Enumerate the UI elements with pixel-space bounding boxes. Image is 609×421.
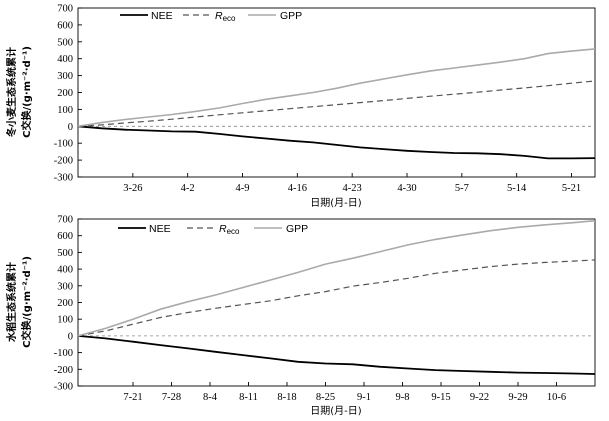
wheat-y-tick-label: 100 <box>57 105 73 116</box>
wheat-y-tick-label: -300 <box>54 173 73 184</box>
rice-x-axis: 7-21 7-28 8-4 8-11 8-18 8-25 9-1 9-8 9-15 9-22 9-2… <box>123 382 566 403</box>
rice-legend-nee-label: NEE <box>149 223 171 235</box>
rice-x-tick-label: 9-29 <box>508 392 527 403</box>
rice-y-tick-label: 600 <box>57 231 73 242</box>
rice-x-tick-label: 8-25 <box>316 392 335 403</box>
rice-x-tick-label: 8-4 <box>203 392 218 403</box>
rice-legend-reco-label: Reco <box>219 223 240 236</box>
wheat-nee-line <box>77 125 596 160</box>
rice-y-tick-label: -200 <box>54 365 73 376</box>
rice-x-tick-label: 9-8 <box>396 392 410 403</box>
wheat-gpp-line <box>77 48 596 128</box>
wheat-x-tick-label: 5-7 <box>455 183 469 194</box>
wheat-legend-gpp-label: GPP <box>280 10 302 22</box>
rice-y-tick-label: 500 <box>57 248 73 259</box>
wheat-x-tick-label: 5-21 <box>562 183 581 194</box>
rice-x-tick-label: 9-1 <box>357 392 371 403</box>
rice-y-tick-label: 700 <box>57 215 73 226</box>
rice-y-tick-label: -300 <box>54 382 73 393</box>
wheat-legend-nee-label: NEE <box>151 10 173 22</box>
wheat-x-tick-label: 4-23 <box>343 183 362 194</box>
rice-y-axis-title-line1: 水稻生态系统累计 <box>5 262 18 343</box>
rice-y-tick-label: 0 <box>68 331 73 342</box>
wheat-panel: -300 -200 -100 0 100 200 300 400 500 600 700 3-26 4… <box>5 4 596 209</box>
rice-nee-line <box>77 335 596 375</box>
rice-x-axis-title: 日期(月-日) <box>310 405 362 417</box>
wheat-reco-line <box>77 80 596 127</box>
wheat-x-tick-label: 5-14 <box>507 183 527 194</box>
rice-x-tick-label: 9-15 <box>431 392 450 403</box>
wheat-y-tick-label: 600 <box>57 20 73 31</box>
rice-y-tick-label: 300 <box>57 281 73 292</box>
wheat-y-tick-label: 500 <box>57 37 73 48</box>
wheat-y-axis: -300 -200 -100 0 100 200 300 400 500 600 700 <box>54 4 82 184</box>
wheat-y-axis-title-line2: C交换/(g·m⁻²·d⁻¹) <box>20 46 33 138</box>
wheat-y-tick-label: 400 <box>57 54 73 65</box>
wheat-y-tick-label: -100 <box>54 139 73 150</box>
rice-y-tick-label: -100 <box>54 348 73 359</box>
rice-legend: NEE Reco GPP <box>118 223 308 236</box>
rice-reco-line <box>77 259 596 337</box>
wheat-plot-frame <box>77 7 596 178</box>
rice-x-tick-label: 8-11 <box>239 392 258 403</box>
wheat-x-tick-label: 4-2 <box>181 183 195 194</box>
rice-x-tick-label: 7-21 <box>123 392 142 403</box>
rice-y-tick-label: 400 <box>57 265 73 276</box>
wheat-y-tick-label: -200 <box>54 156 73 167</box>
rice-y-axis-title-line2: C交换/(g·m⁻²·d⁻¹) <box>20 256 33 348</box>
wheat-x-tick-label: 4-9 <box>236 183 250 194</box>
wheat-y-axis-title-line1: 冬小麦生态系统累计 <box>5 47 18 137</box>
rice-y-tick-label: 100 <box>57 315 73 326</box>
wheat-legend: NEE Reco GPP <box>120 10 302 23</box>
wheat-y-tick-label: 200 <box>57 88 73 99</box>
wheat-y-tick-label: 700 <box>57 4 73 15</box>
rice-legend-gpp-label: GPP <box>286 223 308 235</box>
rice-y-axis: -300 -200 -100 0 100 200 300 400 500 600 700 <box>54 215 82 393</box>
rice-y-tick-label: 200 <box>57 298 73 309</box>
wheat-x-tick-label: 3-26 <box>123 183 142 194</box>
wheat-x-axis: 3-26 4-2 4-9 4-16 4-23 4-30 5-7 5-14 5-21 <box>123 173 581 194</box>
wheat-x-tick-label: 4-16 <box>288 183 307 194</box>
wheat-legend-reco-label: Reco <box>215 10 236 23</box>
wheat-y-tick-label: 300 <box>57 71 73 82</box>
wheat-x-axis-title: 日期(月-日) <box>310 197 362 209</box>
rice-x-tick-label: 9-22 <box>470 392 489 403</box>
wheat-y-tick-label: 0 <box>68 122 73 133</box>
rice-x-tick-label: 8-18 <box>277 392 296 403</box>
rice-gpp-line <box>77 219 596 337</box>
rice-x-tick-label: 7-28 <box>162 392 181 403</box>
wheat-x-tick-label: 4-30 <box>397 183 416 194</box>
rice-plot-frame <box>77 218 596 387</box>
rice-x-tick-label: 10-6 <box>547 392 566 403</box>
